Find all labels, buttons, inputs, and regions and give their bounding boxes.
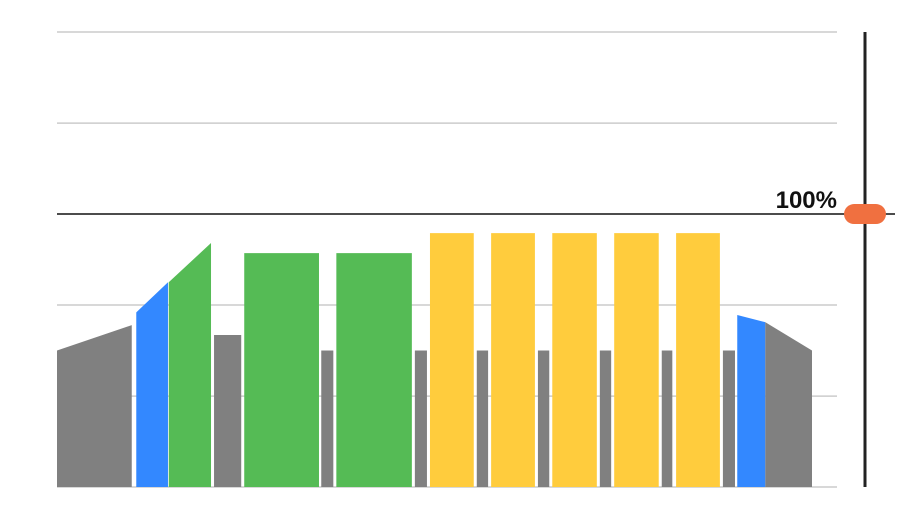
area xyxy=(429,233,720,487)
area xyxy=(168,242,412,487)
slider-handle[interactable] xyxy=(844,204,886,225)
reference-label: 100% xyxy=(776,187,837,214)
